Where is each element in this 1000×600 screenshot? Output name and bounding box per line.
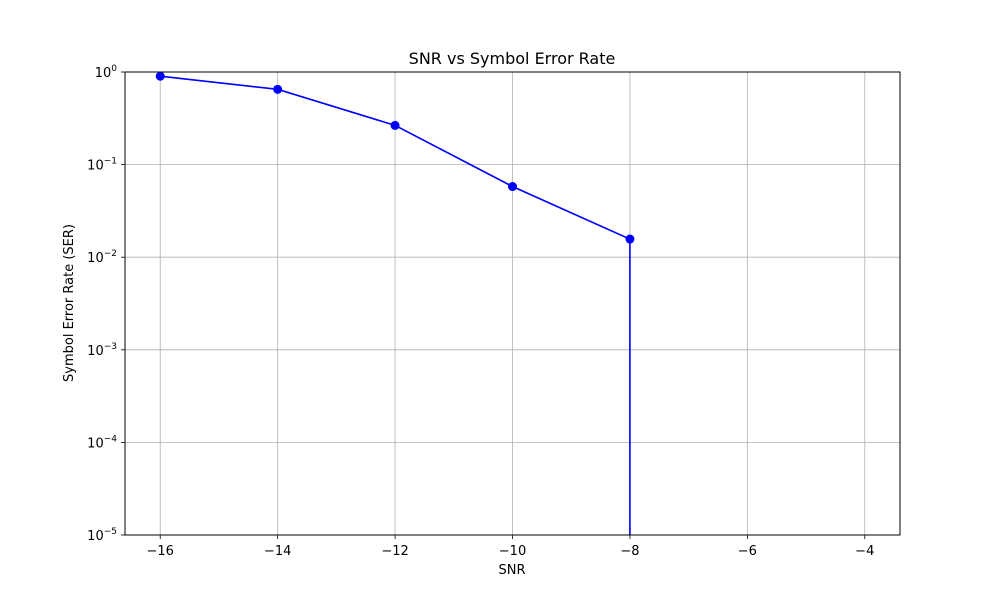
data-point	[625, 234, 635, 244]
y-tick-label: 10−4	[87, 434, 117, 451]
x-tick-label: −10	[499, 544, 526, 559]
data-point	[155, 71, 165, 81]
x-axis-label: SNR	[498, 563, 525, 578]
chart-title: SNR vs Symbol Error Rate	[409, 49, 616, 68]
y-axis-label: Symbol Error Rate (SER)	[62, 224, 77, 382]
x-tick-label: −8	[620, 544, 639, 559]
x-axis: −16 −14 −12 −10 −8 −6 −4	[147, 535, 874, 559]
x-tick-label: −14	[264, 544, 291, 559]
series-line	[160, 75, 631, 535]
data-point	[273, 84, 283, 94]
x-tick-label: −4	[855, 544, 874, 559]
data-point	[390, 120, 400, 130]
y-tick-label: 100	[95, 64, 118, 81]
x-tick-label: −16	[147, 544, 174, 559]
y-tick-label: 10−2	[87, 249, 117, 266]
x-tick-label: −12	[381, 544, 408, 559]
y-axis: 100 10−1 10−2 10−3 10−4 10−5	[87, 64, 125, 544]
y-tick-label: 10−5	[87, 527, 117, 544]
grid	[125, 71, 900, 536]
data-point	[508, 182, 517, 192]
y-tick-label: 10−1	[87, 157, 117, 174]
series-layer	[155, 71, 635, 535]
y-tick-label: 10−3	[87, 342, 117, 359]
x-tick-label: −6	[738, 544, 757, 559]
